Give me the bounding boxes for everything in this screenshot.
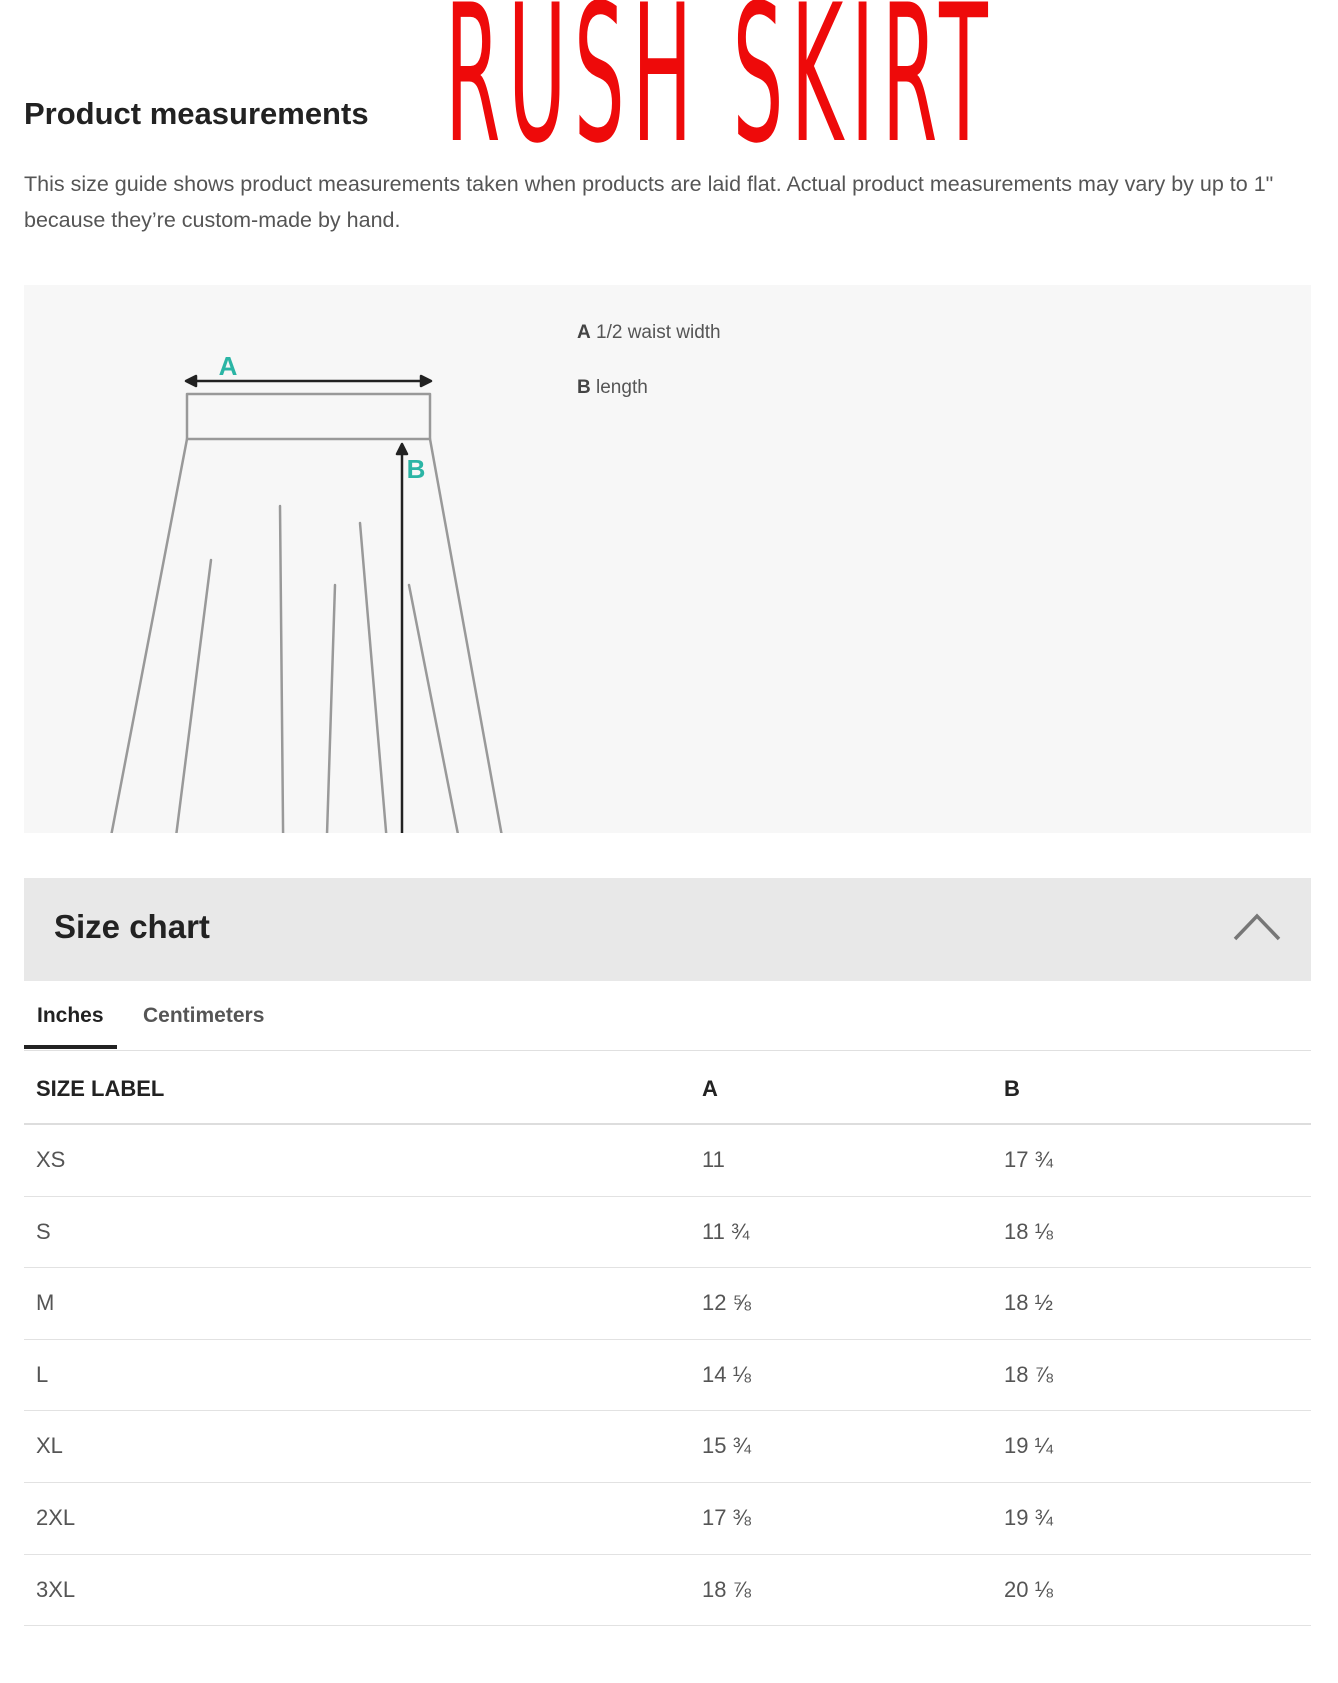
label-a: A [219, 351, 238, 381]
measurement-diagram-panel: A B A 1/2 waist width B length [24, 285, 1311, 833]
table-row: XS 11 17 ¾ [24, 1125, 1311, 1197]
description: This size guide shows product measuremen… [24, 172, 1274, 232]
column-header-a: A [702, 1076, 718, 1101]
a-cell: 12 ⅝ [702, 1290, 751, 1316]
a-cell: 11 ¾ [702, 1218, 750, 1244]
table-row: S 11 ¾ 18 ⅛ [24, 1197, 1311, 1269]
tab-inches[interactable]: Inches [37, 1004, 104, 1027]
size-cell: L [36, 1361, 49, 1387]
legend-text: length [596, 377, 648, 398]
legend-key: B [577, 377, 591, 398]
table-row: XL 15 ¾ 19 ¼ [24, 1411, 1311, 1483]
label-b: B [407, 454, 426, 484]
size-cell: XL [36, 1433, 63, 1459]
legend-key: A [577, 322, 591, 343]
column-header-b: B [1004, 1076, 1020, 1101]
tab-divider [24, 1050, 1311, 1051]
waistband-shape [185, 392, 432, 441]
tab-centimeters[interactable]: Centimeters [143, 1004, 265, 1027]
a-cell: 11 [702, 1147, 725, 1172]
a-cell: 17 ⅜ [702, 1505, 751, 1530]
size-cell: XS [36, 1147, 66, 1172]
legend-item-b: B length [577, 377, 648, 399]
size-chart-title: Size chart [54, 908, 210, 945]
size-chart-header[interactable]: Size chart [24, 878, 1311, 981]
page-title: Product measurements [24, 96, 369, 131]
b-cell: 18 ⅛ [1004, 1218, 1053, 1244]
column-header-size-label: SIZE LABEL [36, 1076, 165, 1101]
skirt-diagram: A B [110, 351, 503, 833]
b-cell: 17 ¾ [1004, 1147, 1053, 1172]
a-cell: 14 ⅛ [702, 1361, 751, 1387]
legend-item-a: A 1/2 waist width [577, 322, 721, 344]
table-row: M 12 ⅝ 18 ½ [24, 1268, 1311, 1340]
b-cell: 18 ½ [1004, 1290, 1053, 1316]
active-tab-indicator [24, 1045, 117, 1049]
size-cell: 2XL [36, 1505, 76, 1530]
table-row: 2XL 17 ⅜ 19 ¾ [24, 1483, 1311, 1555]
rush-skirt-logo: RUSH SKIRT [445, 0, 996, 185]
size-cell: M [36, 1290, 55, 1316]
b-cell: 18 ⅞ [1004, 1361, 1053, 1387]
b-cell: 19 ¼ [1004, 1433, 1053, 1459]
b-cell: 20 ⅛ [1004, 1576, 1053, 1602]
table-row: 3XL 18 ⅞ 20 ⅛ [24, 1555, 1311, 1627]
table-row: L 14 ⅛ 18 ⅞ [24, 1340, 1311, 1412]
a-cell: 18 ⅞ [702, 1576, 751, 1602]
size-cell: 3XL [36, 1576, 76, 1602]
legend-text: 1/2 waist width [596, 322, 721, 343]
header-divider [24, 1123, 1311, 1125]
size-cell: S [36, 1218, 51, 1244]
b-cell: 19 ¾ [1004, 1505, 1053, 1530]
a-cell: 15 ¾ [702, 1433, 751, 1459]
chevron-up-icon[interactable] [1233, 912, 1281, 942]
